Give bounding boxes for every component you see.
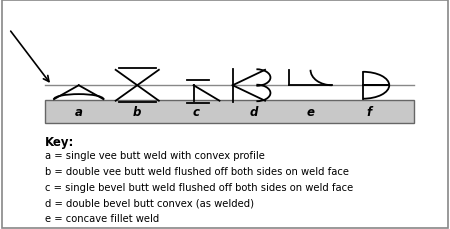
Text: Key:: Key: (45, 135, 74, 148)
Text: a = single vee butt weld with convex profile: a = single vee butt weld with convex pro… (45, 151, 265, 161)
Text: a: a (75, 106, 83, 119)
Text: e: e (306, 106, 315, 119)
Text: c = single bevel butt weld flushed off both sides on weld face: c = single bevel butt weld flushed off b… (45, 182, 353, 192)
Text: d = double bevel butt convex (as welded): d = double bevel butt convex (as welded) (45, 197, 254, 207)
Text: f: f (366, 106, 372, 119)
Text: e = concave fillet weld: e = concave fillet weld (45, 213, 159, 223)
Text: b = double vee butt weld flushed off both sides on weld face: b = double vee butt weld flushed off bot… (45, 166, 349, 176)
Text: b: b (133, 106, 141, 119)
Text: d: d (250, 106, 258, 119)
Text: c: c (192, 106, 199, 119)
Bar (45, 101, 414, 124)
